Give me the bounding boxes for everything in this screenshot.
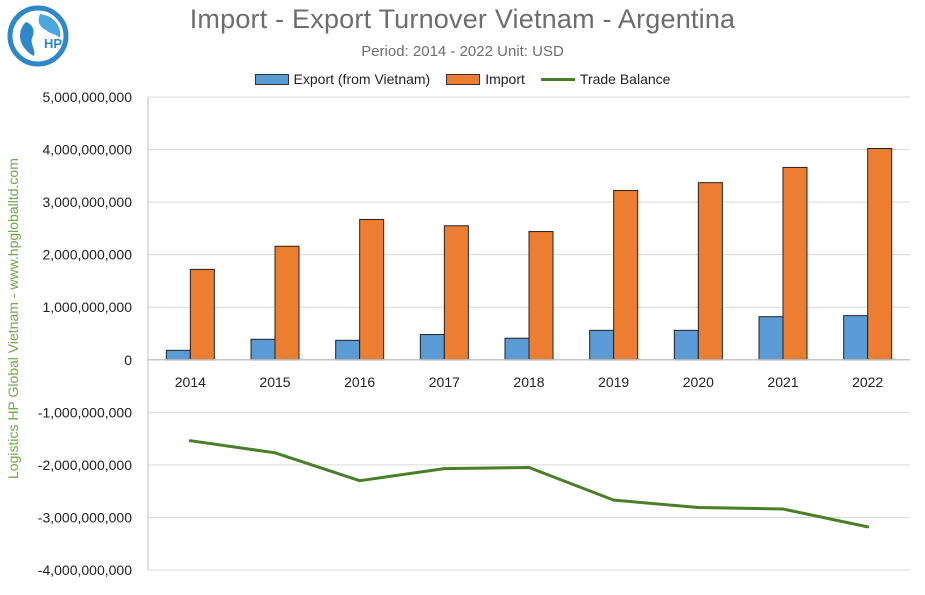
x-tick-label: 2019 bbox=[598, 374, 629, 390]
y-tick-label: 0 bbox=[124, 352, 132, 368]
bar-export bbox=[843, 315, 869, 361]
bar-import bbox=[189, 268, 215, 361]
bar-export bbox=[165, 349, 191, 361]
trade-balance-point bbox=[866, 525, 870, 529]
bar-export bbox=[335, 339, 361, 361]
bar-import bbox=[697, 182, 723, 361]
bar-export bbox=[589, 329, 615, 361]
y-tick-label: 5,000,000,000 bbox=[42, 89, 132, 105]
bar-export bbox=[504, 337, 530, 361]
logo-icon: HP bbox=[7, 5, 69, 67]
y-tick-label: 1,000,000,000 bbox=[42, 299, 132, 315]
legend-swatch-import bbox=[446, 73, 481, 85]
legend-swatch-export bbox=[254, 73, 289, 85]
chart-title: Import - Export Turnover Vietnam - Argen… bbox=[189, 4, 736, 34]
y-tick-label: 3,000,000,000 bbox=[42, 194, 132, 210]
x-tick-label: 2018 bbox=[513, 374, 544, 390]
y-tick-label: -3,000,000,000 bbox=[38, 509, 132, 525]
bar-export bbox=[419, 334, 445, 361]
bar-export bbox=[250, 338, 276, 361]
legend-label-export: Export (from Vietnam) bbox=[293, 71, 431, 87]
x-tick-label: 2015 bbox=[259, 374, 290, 390]
trade-balance-line bbox=[190, 439, 869, 529]
legend-item-trade-balance: Trade Balance bbox=[540, 71, 671, 87]
trade-balance-point bbox=[188, 439, 192, 443]
legend-swatch-trade-balance bbox=[540, 77, 575, 81]
trade-balance-point bbox=[358, 479, 362, 483]
x-tick-label: 2014 bbox=[175, 374, 206, 390]
y-tick-label: -4,000,000,000 bbox=[38, 562, 132, 578]
bar-import bbox=[443, 225, 469, 361]
bar-import bbox=[359, 218, 385, 361]
trade-balance-point bbox=[696, 505, 700, 509]
bar-import bbox=[528, 231, 554, 361]
legend-label-import: Import bbox=[485, 71, 525, 87]
bar-import bbox=[867, 148, 893, 361]
legend-item-import: Import bbox=[446, 71, 525, 87]
bar-import bbox=[613, 190, 639, 361]
trade-balance-point bbox=[527, 466, 531, 470]
bar-import bbox=[782, 166, 808, 361]
x-tick-label: 2020 bbox=[683, 374, 714, 390]
x-tick-label: 2016 bbox=[344, 374, 375, 390]
legend: Export (from Vietnam) Import Trade Balan… bbox=[0, 71, 925, 87]
y-tick-label: 2,000,000,000 bbox=[42, 247, 132, 263]
x-tick-label: 2017 bbox=[429, 374, 460, 390]
y-tick-label: -1,000,000,000 bbox=[38, 404, 132, 420]
trade-balance-point bbox=[273, 451, 277, 455]
y-tick-label: -2,000,000,000 bbox=[38, 457, 132, 473]
bar-export bbox=[673, 329, 699, 361]
chart-subtitle: Period: 2014 - 2022 Unit: USD bbox=[361, 43, 564, 60]
x-tick-label: 2021 bbox=[767, 374, 798, 390]
legend-label-trade-balance: Trade Balance bbox=[579, 71, 671, 87]
trade-balance-point bbox=[612, 498, 616, 502]
trade-balance-point bbox=[442, 467, 446, 471]
x-tick-label: 2022 bbox=[852, 374, 883, 390]
trade-balance-point bbox=[781, 507, 785, 511]
logo-text: HP bbox=[44, 36, 62, 51]
y-tick-label: 4,000,000,000 bbox=[42, 142, 132, 158]
legend-item-export: Export (from Vietnam) bbox=[254, 71, 431, 87]
bar-import bbox=[274, 245, 300, 361]
bar-export bbox=[758, 316, 784, 361]
